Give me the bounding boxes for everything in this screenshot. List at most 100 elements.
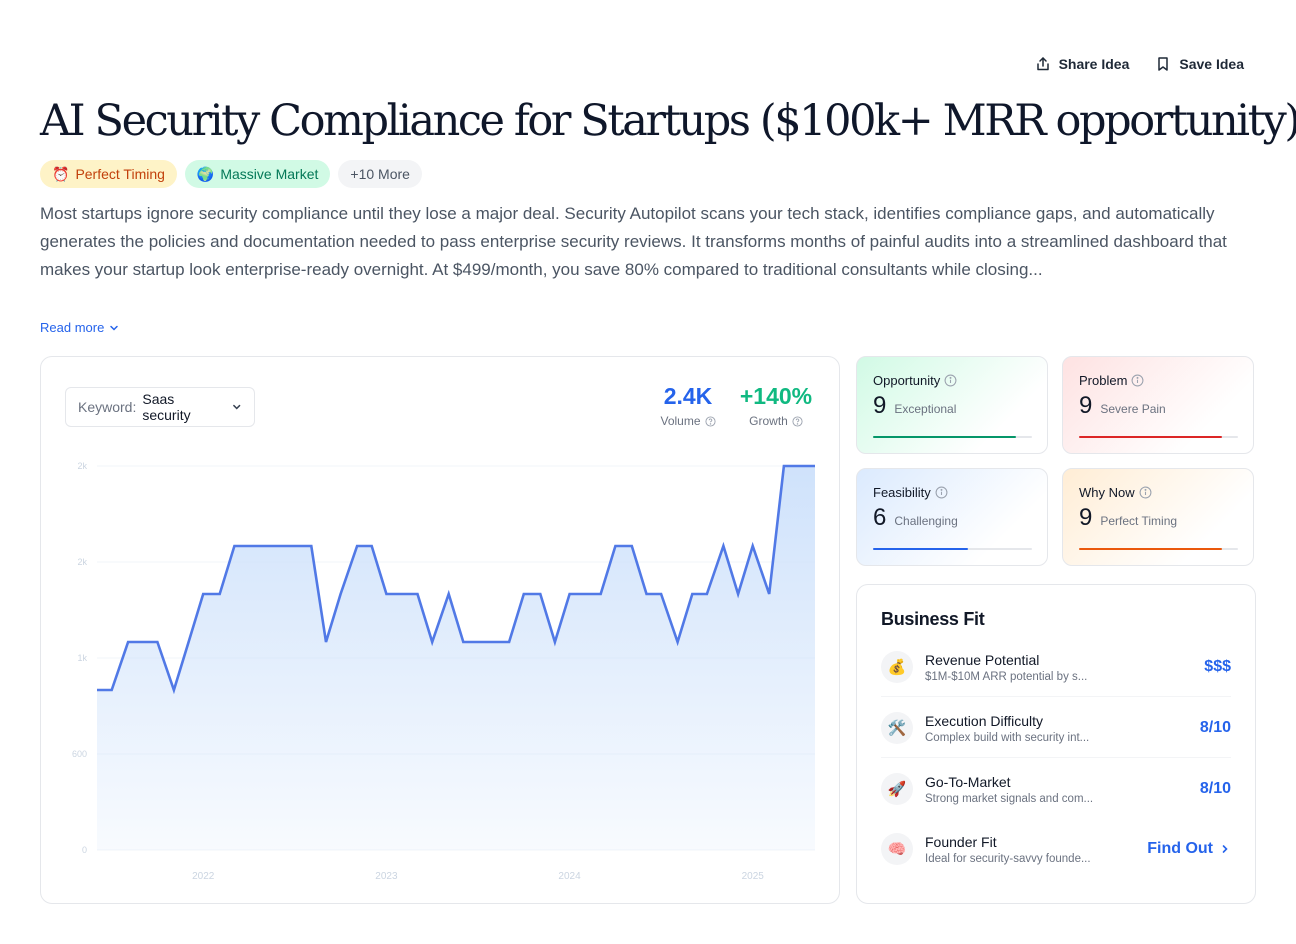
series-line <box>97 464 815 695</box>
chevron-down-icon <box>232 404 240 410</box>
tag-label: +10 More <box>350 166 410 182</box>
fit-row-name: Revenue Potential <box>925 651 1040 668</box>
brain-icon: 🧠 <box>881 833 913 865</box>
info-icon[interactable] <box>935 486 948 499</box>
read-more-label: Read more <box>40 320 105 335</box>
y-tick-label: 2k <box>77 557 87 567</box>
keyword-value: Saas security <box>142 391 191 423</box>
save-idea-label: Save Idea <box>1179 56 1244 72</box>
find-out-link[interactable]: Find Out <box>1147 840 1231 858</box>
save-idea-button[interactable]: Save Idea <box>1155 56 1244 72</box>
read-more-link[interactable]: Read more <box>40 320 120 335</box>
globe-icon: 🌍 <box>196 165 215 182</box>
metric-bar-fill <box>873 548 969 550</box>
fit-row-value: 8/10 <box>1199 780 1231 797</box>
fit-row-sub: Strong market signals and com... <box>925 792 1094 805</box>
fit-row-name: Execution Difficulty <box>925 712 1044 729</box>
metric-title: Why Now <box>1079 485 1135 500</box>
volume-label: Volume <box>660 414 701 428</box>
tag-label: Massive Market <box>220 166 319 182</box>
fit-row-sub: $1M-$10M ARR potential by s... <box>925 670 1088 683</box>
keyword-select[interactable]: Keyword: Saas security <box>65 387 255 427</box>
metric-title: Opportunity <box>873 373 941 388</box>
y-tick-label: 2k <box>77 461 87 471</box>
business-fit-card: Business Fit 💰 Revenue Potential $1M-$10… <box>856 584 1256 904</box>
metric-title: Problem <box>1079 373 1128 388</box>
tag-massive-market[interactable]: 🌍 Massive Market <box>184 160 331 188</box>
tag-perfect-timing[interactable]: ⏰ Perfect Timing <box>40 160 177 188</box>
growth-value: +140% <box>739 383 813 409</box>
metric-desc: Exceptional <box>894 402 957 416</box>
fit-row-name: Go-To-Market <box>925 773 1011 790</box>
trend-chart-card: 0 600 1k 2k 2k 2022 2023 2024 2025 Keyword: Saas… <box>40 356 840 904</box>
metric-score: 6 <box>873 504 887 531</box>
y-tick-label: 600 <box>72 749 87 759</box>
fit-row-value: 8/10 <box>1199 719 1231 736</box>
bookmark-icon <box>1158 57 1169 71</box>
x-tick-label: 2022 <box>192 871 215 882</box>
metric-bar <box>873 548 1032 550</box>
tag-more-button[interactable]: +10 More <box>338 160 422 188</box>
metric-desc: Severe Pain <box>1100 402 1166 416</box>
metric-card-opportunity[interactable]: Opportunity 9 Exceptional <box>856 356 1048 454</box>
metric-desc: Challenging <box>894 514 958 528</box>
tag-list: ⏰ Perfect Timing 🌍 Massive Market +10 Mo… <box>40 160 422 188</box>
fit-row-value: $$$ <box>1204 658 1231 675</box>
growth-label-row: Growth <box>733 414 819 428</box>
fit-row-revenue-potential[interactable]: 💰 Revenue Potential $1M-$10M ARR potenti… <box>881 637 1231 697</box>
fit-row-sub: Ideal for security-savvy founde... <box>925 852 1091 865</box>
metric-bar-fill <box>873 436 1017 438</box>
volume-label-row: Volume <box>653 414 723 428</box>
idea-description: Most startups ignore security compliance… <box>40 204 1227 279</box>
series-area <box>97 466 815 850</box>
y-tick-label: 1k <box>77 653 87 663</box>
metric-card-feasibility[interactable]: Feasibility 6 Challenging <box>856 468 1048 566</box>
tag-label: Perfect Timing <box>75 166 165 182</box>
fit-row-founder-fit[interactable]: 🧠 Founder Fit Ideal for security-savvy f… <box>881 819 1231 879</box>
x-tick-label: 2023 <box>375 871 398 882</box>
x-tick-label: 2025 <box>742 871 765 882</box>
share-icon <box>1036 57 1049 71</box>
info-icon[interactable] <box>1139 486 1152 499</box>
metric-title: Feasibility <box>873 485 931 500</box>
tools-icon: 🛠️ <box>881 712 913 744</box>
money-bag-icon: 💰 <box>881 651 913 683</box>
chevron-right-icon <box>1222 845 1228 853</box>
metric-card-problem[interactable]: Problem 9 Severe Pain <box>1062 356 1254 454</box>
volume-stat: 2.4K Volume <box>653 383 723 428</box>
share-idea-label: Share Idea <box>1058 56 1130 72</box>
share-idea-button[interactable]: Share Idea <box>1035 56 1130 72</box>
fit-row-name: Founder Fit <box>925 833 997 850</box>
fit-row-sub: Complex build with security int... <box>925 731 1090 744</box>
metric-bar-fill <box>1079 436 1223 438</box>
find-out-label: Find Out <box>1147 840 1213 857</box>
business-fit-title: Business Fit <box>881 609 985 629</box>
metric-score: 9 <box>1079 504 1093 531</box>
metric-bar <box>1079 436 1238 438</box>
trend-chart: 0 600 1k 2k 2k 2022 2023 2024 2025 <box>72 461 815 882</box>
metric-score: 9 <box>1079 392 1093 419</box>
chevron-down-icon <box>110 325 119 331</box>
fit-row-execution-difficulty[interactable]: 🛠️ Execution Difficulty Complex build wi… <box>881 698 1231 758</box>
info-icon[interactable] <box>1131 374 1144 387</box>
volume-value: 2.4K <box>663 383 713 409</box>
metric-card-why-now[interactable]: Why Now 9 Perfect Timing <box>1062 468 1254 566</box>
help-icon[interactable] <box>704 415 716 427</box>
help-icon[interactable] <box>792 415 803 427</box>
page-title: AI Security Compliance for Startups ($10… <box>40 96 1296 146</box>
metric-score: 9 <box>873 392 887 419</box>
metric-bar <box>1079 548 1238 550</box>
metric-bar-fill <box>1079 548 1223 550</box>
keyword-label: Keyword: <box>78 399 137 415</box>
x-tick-label: 2024 <box>558 871 581 882</box>
metric-desc: Perfect Timing <box>1100 514 1178 528</box>
fit-row-go-to-market[interactable]: 🚀 Go-To-Market Strong market signals and… <box>881 759 1231 819</box>
top-actions: Share Idea Save Idea <box>1035 56 1244 72</box>
y-tick-label: 0 <box>82 845 87 855</box>
metric-bar <box>873 436 1032 438</box>
rocket-icon: 🚀 <box>881 773 913 805</box>
growth-stat: +140% Growth <box>733 383 819 428</box>
growth-label: Growth <box>749 414 788 428</box>
alarm-clock-icon: ⏰ <box>52 165 70 182</box>
info-icon[interactable] <box>944 374 957 387</box>
